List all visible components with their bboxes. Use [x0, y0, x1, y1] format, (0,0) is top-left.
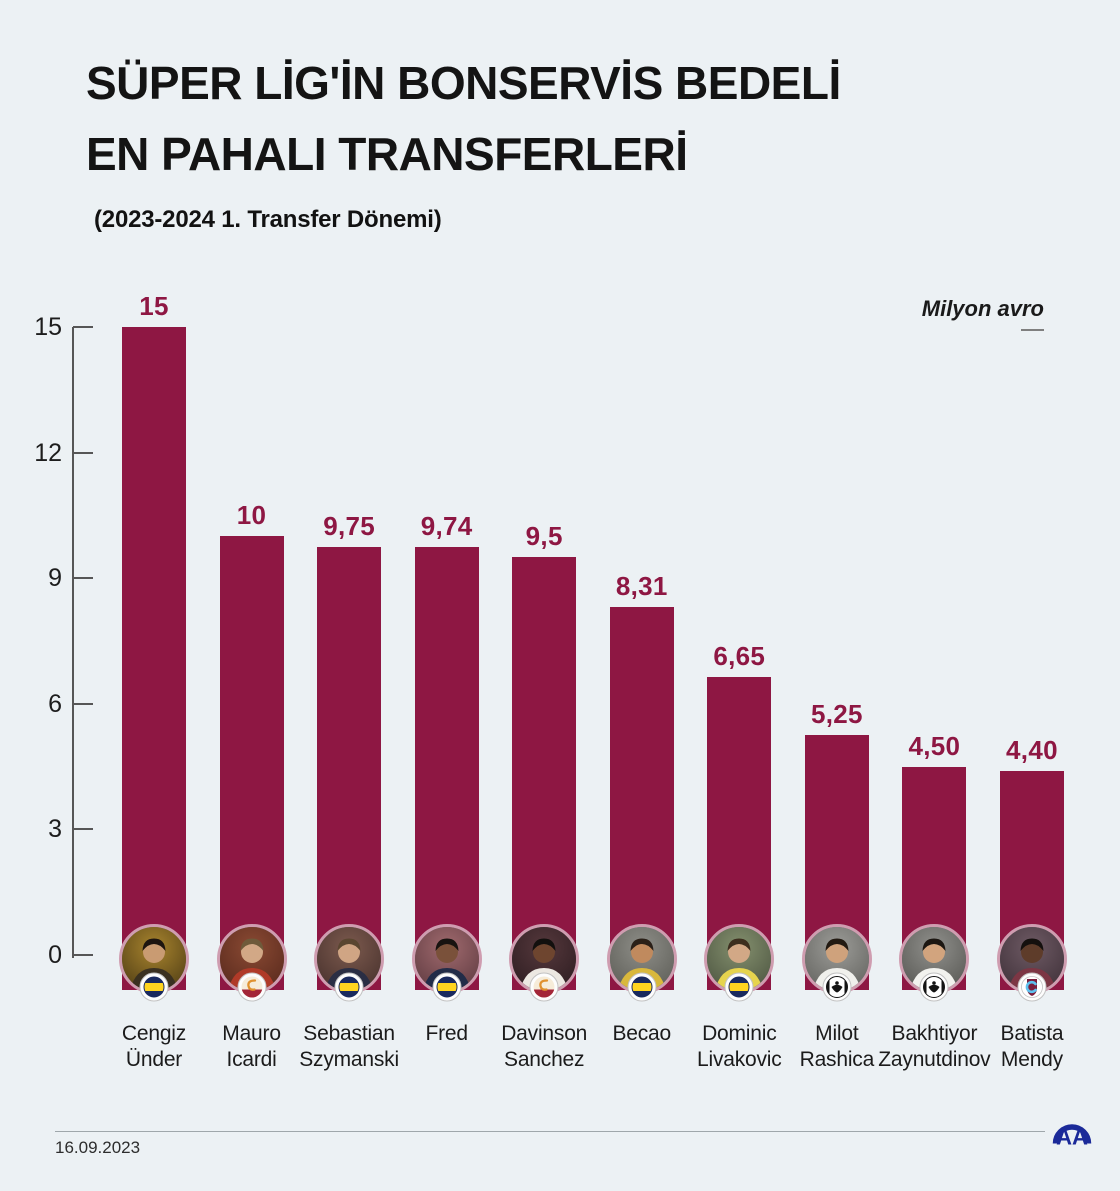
unit-label: Milyon avro — [921, 296, 1044, 321]
fenerbahce-badge-icon — [627, 972, 657, 1002]
galatasaray-badge-icon — [237, 972, 267, 1002]
player-name-line1: Becao — [612, 1022, 672, 1045]
bar-value-label: 4,50 — [908, 730, 961, 761]
bar-value-label: 6,65 — [713, 640, 766, 671]
y-axis-tick-mark — [73, 954, 93, 956]
player-name-line1: Cengiz — [121, 1022, 187, 1045]
bar-value-label: 9,74 — [420, 511, 473, 542]
player-name: Milot Rashica — [767, 1021, 907, 1073]
fenerbahce-badge-icon — [432, 972, 462, 1002]
unit-dash — [1021, 329, 1044, 331]
fenerbahce-badge — [627, 972, 657, 1002]
y-axis-tick-label: 9 — [48, 564, 62, 593]
besiktas-badge — [919, 972, 949, 1002]
page-title-line1: SÜPER LİG'İN BONSERVİS BEDELİ — [86, 57, 841, 109]
svg-text:AA: AA — [1056, 1125, 1088, 1147]
y-axis-tick-label: 3 — [48, 815, 62, 844]
player-name: Dominic Livakovic — [669, 1021, 809, 1073]
player-name-line1: Sebastian — [303, 1022, 395, 1045]
player-name-line1: Davinson — [501, 1022, 588, 1045]
y-axis-tick-label: 0 — [48, 941, 62, 969]
y-axis-tick-label: 15 — [34, 312, 62, 341]
fenerbahce-badge — [432, 972, 462, 1002]
y-axis-tick-mark — [73, 577, 93, 580]
aa-agency-logo: AA — [1052, 1124, 1092, 1147]
fenerbahce-badge-icon — [334, 972, 364, 1002]
y-axis-tick-mark — [73, 451, 93, 454]
player-name: Davinson Sanchez — [474, 1021, 614, 1073]
bar-value-label: 9,5 — [525, 521, 563, 552]
player-name: Mauro Icardi — [182, 1021, 322, 1073]
besiktas-badge-icon — [822, 972, 852, 1002]
player-name-line1: Bakhtiyor — [891, 1022, 978, 1045]
player-name-line1: Batista — [1000, 1022, 1064, 1045]
bar — [317, 546, 382, 990]
player-name-line2: Mendy — [1000, 1048, 1063, 1071]
trabzonspor-badge-icon — [1017, 972, 1047, 1002]
galatasaray-badge — [237, 972, 267, 1002]
bar — [219, 536, 284, 990]
bar — [414, 547, 479, 990]
player-name-line2: Icardi — [226, 1048, 277, 1071]
y-axis-tick-mark — [73, 828, 93, 831]
player-name-line1: Mauro — [222, 1022, 281, 1045]
y-axis-tick-mark — [73, 702, 93, 705]
bar-value-label: 10 — [236, 500, 267, 531]
subtitle: (2023-2024 1. Transfer Dönemi) — [94, 206, 442, 233]
fenerbahce-badge — [139, 972, 169, 1002]
player-name-line1: Fred — [425, 1022, 468, 1045]
player-name-line2: Sanchez — [504, 1048, 585, 1071]
y-axis-tick-label: 12 — [34, 438, 62, 467]
player-name-line2: Szymanski — [299, 1048, 399, 1071]
player-name-line1: Dominic — [702, 1022, 777, 1045]
player-name: Cengiz Ünder — [84, 1021, 224, 1073]
player-name: Sebastian Szymanski — [279, 1021, 419, 1073]
fenerbahce-badge-icon — [139, 972, 169, 1002]
player-name-line2: Ünder — [125, 1048, 183, 1071]
fenerbahce-badge — [334, 972, 364, 1002]
player-name: Becao — [572, 1021, 712, 1047]
fenerbahce-badge-icon — [724, 972, 754, 1002]
bar — [122, 326, 186, 990]
footer-divider — [55, 1131, 1045, 1132]
galatasaray-badge-icon — [529, 972, 559, 1002]
fenerbahce-badge — [724, 972, 754, 1002]
bar-value-label: 5,25 — [810, 699, 863, 730]
bar — [512, 557, 577, 990]
player-name: Bakhtiyor Zaynutdinov — [864, 1021, 1004, 1073]
galatasaray-badge — [529, 972, 559, 1002]
player-name-line1: Milot — [815, 1022, 859, 1045]
player-name: Fred — [377, 1021, 517, 1047]
player-name: Batista Mendy — [962, 1021, 1102, 1073]
bar-value-label: 9,75 — [323, 510, 375, 541]
besiktas-badge-icon — [919, 972, 949, 1002]
y-axis-line — [72, 327, 74, 958]
bar-value-label: 4,40 — [1006, 734, 1058, 765]
player-name-line2: Livakovic — [697, 1048, 782, 1071]
page-title-line2: EN PAHALI TRANSFERLERİ — [86, 128, 688, 180]
y-axis-tick-label: 6 — [48, 689, 62, 718]
footer-date: 16.09.2023 — [55, 1138, 141, 1157]
trabzonspor-badge — [1017, 972, 1047, 1002]
page-title: SÜPER LİG'İN BONSERVİS BEDELİ EN PAHALI … — [86, 48, 841, 190]
player-name-line2: Rashica — [799, 1048, 875, 1071]
y-axis-tick-mark — [73, 325, 93, 328]
bar-value-label: 15 — [139, 290, 169, 321]
bar-value-label: 8,31 — [615, 571, 668, 602]
besiktas-badge — [822, 972, 852, 1002]
player-name-line2: Zaynutdinov — [878, 1048, 991, 1071]
